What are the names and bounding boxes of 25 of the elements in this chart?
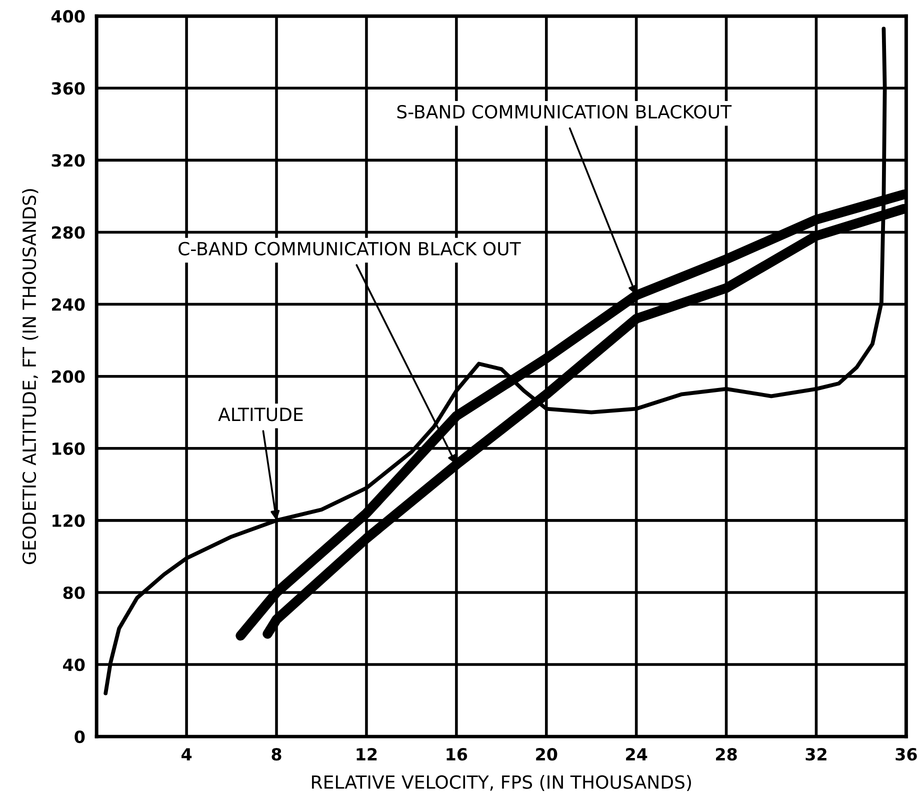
y-tick-label: 400 xyxy=(51,10,85,23)
annotation: C-BAND COMMUNICATION BLACK OUT xyxy=(178,242,521,256)
x-axis-title: RELATIVE VELOCITY, FPS (IN THOUSANDS) xyxy=(312,774,691,792)
x-tick-label: 8 xyxy=(272,748,282,761)
y-tick-label: 360 xyxy=(52,82,85,95)
y-tick-label: 240 xyxy=(52,298,85,311)
y-tick-label: 160 xyxy=(52,442,85,455)
annotation: S-BAND COMMUNICATION BLACKOUT xyxy=(397,104,732,119)
x-tick-label: 4 xyxy=(182,748,192,760)
x-tick-label: 32 xyxy=(806,748,826,761)
annotation: ALTITUDE xyxy=(218,408,303,422)
y-tick-label: 280 xyxy=(52,226,85,239)
x-tick-label: 20 xyxy=(536,748,558,761)
x-tick-label: 12 xyxy=(356,748,377,760)
y-tick-label: 200 xyxy=(52,370,85,383)
y-tick-label: 120 xyxy=(52,514,85,527)
y-tick-label: 320 xyxy=(52,154,85,167)
y-tick-label: 40 xyxy=(63,658,85,672)
x-tick-label: 24 xyxy=(626,748,648,760)
x-tick-label: 36 xyxy=(896,748,917,761)
y-axis-title: GEODETIC ALTITUDE, FT (IN THOUSANDS) xyxy=(22,189,38,564)
y-tick-label: 80 xyxy=(63,586,85,600)
x-tick-label: 28 xyxy=(716,748,737,761)
x-tick-label: 16 xyxy=(446,748,468,761)
y-tick-label: 0 xyxy=(74,730,85,744)
